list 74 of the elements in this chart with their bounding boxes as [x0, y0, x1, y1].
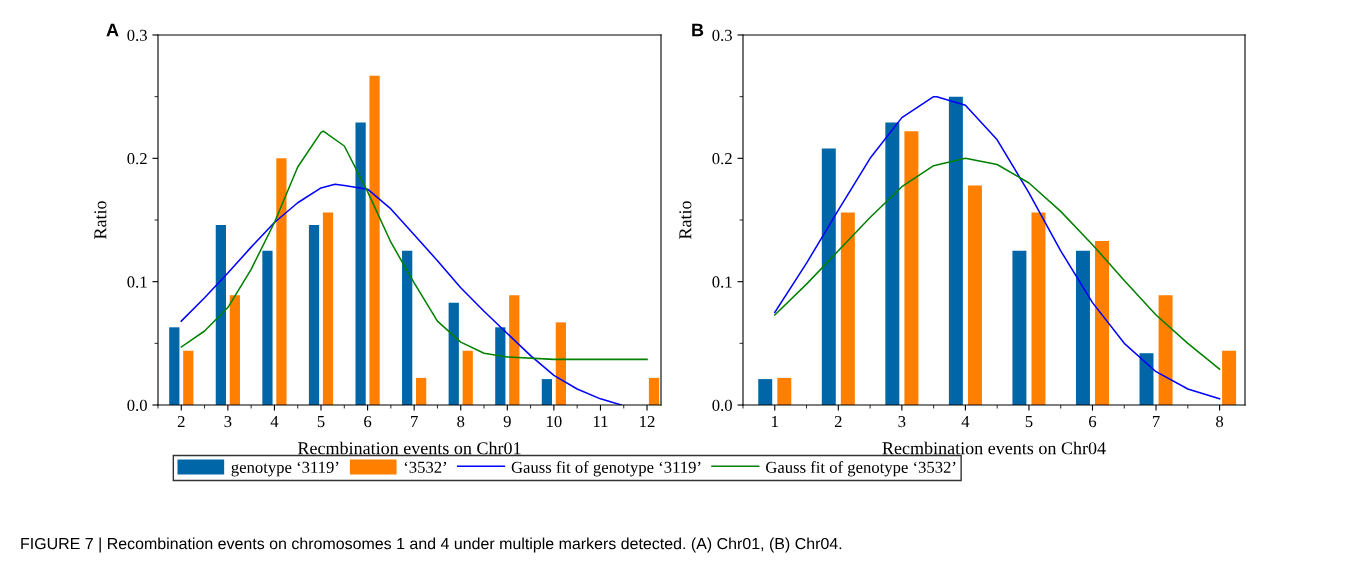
- bar: [509, 295, 520, 405]
- y-axis-title: Ratio: [94, 201, 107, 240]
- legend-label: ‘3532’: [404, 461, 447, 473]
- y-tick-label: 0.1: [712, 276, 732, 288]
- x-tick-label: 5: [1025, 416, 1033, 428]
- bar: [416, 377, 427, 405]
- legend-label: genotype ‘3119’: [231, 461, 339, 477]
- y-tick-label: 0.0: [712, 399, 732, 412]
- x-tick-label: 3: [224, 415, 232, 428]
- x-tick-label: 8: [1216, 415, 1224, 428]
- y-tick-label: 0.1: [127, 276, 147, 288]
- line-series: [774, 157, 1221, 370]
- bar: [1031, 212, 1046, 405]
- x-tick-label: 7: [411, 416, 418, 427]
- bar: [648, 377, 660, 405]
- bar: [885, 122, 900, 405]
- x-tick-label: 6: [364, 415, 372, 428]
- bar: [555, 322, 566, 405]
- bar: [262, 250, 273, 405]
- bar: [276, 158, 287, 405]
- x-tick-label: 5: [317, 416, 325, 428]
- bar: [1075, 250, 1090, 405]
- y-tick-label: 0.0: [127, 399, 147, 412]
- bar: [948, 96, 963, 405]
- x-tick-label: 12: [640, 415, 655, 427]
- bar: [215, 224, 226, 405]
- bar: [169, 327, 180, 405]
- x-tick-label: 2: [834, 415, 842, 427]
- bar: [402, 250, 413, 405]
- x-tick-label: 6: [1089, 415, 1097, 428]
- x-tick-label: 11: [593, 415, 608, 427]
- bar: [758, 379, 773, 405]
- x-tick-label: 4: [961, 416, 970, 427]
- x-tick-label: 10: [547, 415, 562, 428]
- bar: [1095, 240, 1110, 405]
- legend-label: Gauss fit of genotype ‘3119’: [511, 461, 701, 477]
- bar: [1222, 350, 1237, 405]
- text: A: [106, 23, 119, 37]
- line-series: [180, 130, 648, 361]
- bar: [840, 212, 855, 405]
- bar: [355, 122, 366, 405]
- bar: [183, 350, 194, 405]
- bar: [322, 212, 334, 405]
- bar: [904, 131, 919, 405]
- bar: [967, 185, 982, 405]
- x-tick-label: 8: [457, 415, 465, 428]
- bar: [541, 379, 553, 405]
- x-tick-label: 7: [1152, 416, 1160, 427]
- y-tick-label: 0.2: [712, 153, 732, 165]
- bar: [495, 327, 506, 405]
- bar: [1012, 250, 1027, 405]
- x-axis-title: Recmbination events on Chr01: [297, 441, 521, 455]
- x-tick-label: 2: [177, 415, 185, 427]
- bar: [448, 302, 459, 405]
- x-tick-label: 3: [898, 415, 906, 428]
- y-tick-label: 0.3: [127, 29, 147, 42]
- bar: [821, 148, 836, 405]
- x-tick-label: 4: [270, 416, 279, 427]
- bar: [777, 377, 792, 405]
- bar: [462, 350, 473, 405]
- bar: [308, 224, 320, 405]
- x-tick-label: 9: [503, 415, 511, 428]
- text: B: [692, 23, 704, 37]
- x-axis-title: Recmbination events on Chr04: [882, 441, 1106, 455]
- y-tick-label: 0.3: [712, 29, 732, 42]
- y-tick-label: 0.2: [127, 153, 147, 165]
- legend-label: Gauss fit of genotype ‘3532’: [766, 461, 956, 477]
- caption: FIGURE 7 | Recombination events on chromosomes 1 and 4 under multiple markers detected. (A) Chr01, (B) Chr04.: [21, 537, 842, 553]
- bar: [369, 75, 380, 405]
- x-tick-label: 1: [772, 415, 778, 427]
- line-series: [774, 95, 1221, 400]
- bar: [1158, 295, 1173, 405]
- bar: [229, 295, 240, 405]
- y-axis-title: Ratio: [679, 201, 692, 240]
